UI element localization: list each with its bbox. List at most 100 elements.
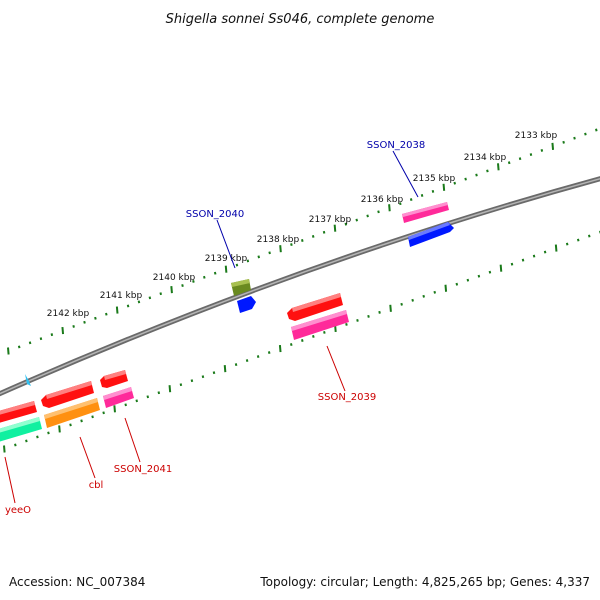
gene-cbl[interactable] — [44, 398, 100, 428]
gene-cyan-arrow[interactable] — [25, 374, 31, 386]
tick-mark — [475, 173, 478, 177]
tick-mark — [124, 403, 127, 407]
tick-mark — [301, 339, 304, 342]
gene-red-reverse-4[interactable] — [0, 401, 37, 424]
tick-mark — [14, 443, 17, 447]
tick-mark — [399, 202, 402, 206]
scale-label-2142: 2142 kbp — [47, 309, 90, 319]
scale-label-2137: 2137 kbp — [309, 215, 352, 225]
tick-mark — [102, 411, 105, 415]
tick-mark — [584, 132, 587, 136]
tick-mark — [420, 194, 424, 197]
tick-mark — [61, 326, 65, 335]
tick-mark — [135, 399, 139, 403]
tick-mark — [378, 310, 381, 314]
label-sson-2038: SSON_2038 — [367, 140, 426, 151]
tick-mark — [213, 271, 217, 275]
tick-mark — [497, 163, 500, 171]
tick-mark — [246, 259, 250, 263]
tick-mark — [80, 419, 83, 423]
gene-red-reverse-1[interactable] — [287, 293, 343, 321]
label-sson-2041: SSON_2041 — [114, 464, 173, 475]
gene-red-reverse-2[interactable] — [100, 370, 128, 388]
tick-mark — [433, 290, 437, 294]
tick-mark — [464, 177, 467, 181]
tick-mark — [234, 363, 238, 367]
gene-sson-2038[interactable] — [402, 202, 449, 223]
tick-mark — [301, 239, 304, 242]
tick-mark — [212, 371, 216, 375]
tick-mark — [146, 395, 150, 399]
tick-mark — [28, 341, 32, 345]
tick-mark — [366, 214, 369, 218]
tick-mark — [311, 234, 315, 238]
gene-red-reverse-3[interactable] — [41, 381, 94, 408]
tick-mark — [168, 385, 172, 393]
tick-mark — [159, 292, 163, 296]
tick-mark — [521, 258, 525, 262]
gene-blue-forward[interactable] — [408, 222, 454, 247]
tick-mark — [400, 302, 403, 306]
tick-mark — [72, 325, 75, 328]
scale-label-2133: 2133 kbp — [515, 131, 558, 141]
tick-mark — [170, 286, 173, 294]
tick-mark — [477, 274, 481, 278]
tick-mark — [356, 318, 359, 322]
tick-mark — [47, 431, 50, 435]
gene-labels: SSON_2038 SSON_2040 SSON_2039 SSON_2041 … — [5, 140, 425, 516]
scale-label-2138: 2138 kbp — [257, 235, 300, 245]
tick-mark — [576, 238, 580, 242]
tick-mark — [510, 262, 514, 266]
tick-mark — [201, 375, 205, 379]
tick-mark — [290, 243, 293, 247]
tick-mark — [126, 304, 130, 308]
gene-blue-small[interactable] — [237, 296, 256, 313]
label-sson-2039: SSON_2039 — [318, 392, 377, 403]
tick-mark — [69, 423, 72, 427]
tick-mark — [257, 255, 261, 259]
tick-mark — [488, 270, 492, 274]
tick-mark — [3, 445, 6, 453]
tick-mark — [389, 304, 392, 312]
tick-mark — [422, 294, 425, 298]
scale-label-2141: 2141 kbp — [100, 291, 143, 301]
tick-mark — [94, 316, 97, 320]
tick-mark — [565, 242, 569, 246]
tick-mark — [453, 181, 457, 185]
scale-label-2134: 2134 kbp — [464, 153, 507, 163]
tick-mark — [267, 351, 271, 354]
scale-label-2140: 2140 kbp — [153, 273, 196, 283]
tick-mark — [442, 183, 446, 191]
accession-text: Accession: NC_007384 — [9, 575, 146, 589]
map-title: Shigella sonnei Ss046, complete genome — [166, 12, 435, 27]
gene-sson-2041[interactable] — [103, 387, 134, 408]
tick-mark — [409, 198, 413, 202]
genome-backbone — [0, 176, 600, 397]
label-cbl: cbl — [89, 480, 104, 491]
tick-mark — [355, 218, 359, 222]
tick-mark — [91, 415, 94, 419]
tick-mark — [532, 254, 536, 258]
tick-mark — [322, 230, 326, 234]
tick-mark — [562, 140, 565, 144]
tick-mark — [455, 282, 459, 286]
tick-mark — [203, 275, 206, 279]
label-sson-2040: SSON_2040 — [186, 209, 245, 220]
tick-mark — [137, 300, 141, 304]
tick-mark — [223, 365, 227, 373]
tick-mark — [554, 244, 558, 252]
gene-sson-2039[interactable] — [291, 310, 349, 340]
gene-yeeO[interactable] — [0, 417, 42, 443]
scale-labels: 2133 kbp 2134 kbp 2135 kbp 2136 kbp 2137… — [47, 131, 558, 319]
gene-sson-2040[interactable] — [231, 279, 251, 296]
tick-mark — [507, 161, 511, 165]
tick-mark — [289, 343, 293, 346]
tick-mark — [312, 335, 315, 338]
tick-mark — [333, 224, 337, 232]
tick-mark — [113, 405, 116, 413]
tick-mark — [58, 425, 61, 433]
tick-mark — [105, 312, 108, 316]
tick-mark — [157, 391, 161, 395]
tick-mark — [245, 359, 249, 363]
